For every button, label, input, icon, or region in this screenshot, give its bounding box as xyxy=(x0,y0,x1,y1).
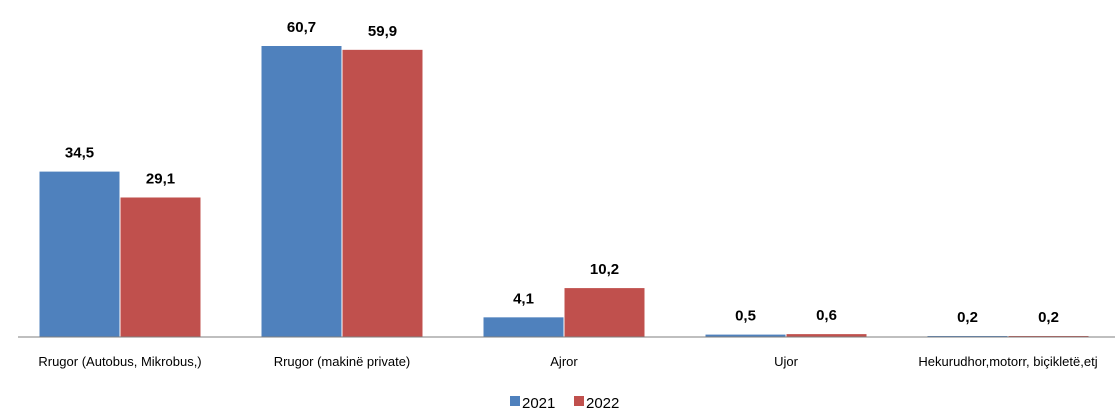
value-label: 0,5 xyxy=(735,308,756,325)
value-label: 60,7 xyxy=(287,19,316,36)
value-label: 0,2 xyxy=(957,309,978,326)
bars-layer xyxy=(39,46,1089,337)
value-label: 0,2 xyxy=(1038,309,1059,326)
value-labels-layer: 34,5 29,1 60,7 59,9 4,1 10,2 0,5 0,6 0,2 0,2 xyxy=(65,19,1059,326)
value-label: 4,1 xyxy=(513,290,534,307)
bar-2022-4 xyxy=(786,334,867,337)
bar-2021-3 xyxy=(483,317,564,337)
legend: 2021 2022 xyxy=(510,395,619,412)
bar-2021-2 xyxy=(261,46,342,337)
value-label: 10,2 xyxy=(590,261,619,278)
legend-label-2021: 2021 xyxy=(522,395,555,412)
bar-2021-4 xyxy=(705,334,786,337)
legend-swatch-2022 xyxy=(574,396,584,406)
category-label: Ajror xyxy=(550,354,578,369)
bar-2022-1 xyxy=(120,197,201,337)
value-label: 34,5 xyxy=(65,145,94,162)
category-labels-layer: Rrugor (Autobus, Mikrobus,) Rrugor (makin… xyxy=(38,354,1097,369)
category-label: Ujor xyxy=(774,354,799,369)
legend-swatch-2021 xyxy=(510,396,520,406)
bar-2022-2 xyxy=(342,49,423,337)
legend-label-2022: 2022 xyxy=(586,395,619,412)
category-label: Rrugor (Autobus, Mikrobus,) xyxy=(38,354,201,369)
value-label: 29,1 xyxy=(146,170,175,187)
bar-2022-3 xyxy=(564,288,645,337)
value-label: 59,9 xyxy=(368,23,397,40)
bar-2021-1 xyxy=(39,171,120,337)
value-label: 0,6 xyxy=(816,307,837,324)
category-label: Rrugor (makinë private) xyxy=(274,354,411,369)
category-label: Hekurudhor,motorr, biçikletë,etj xyxy=(918,354,1097,369)
